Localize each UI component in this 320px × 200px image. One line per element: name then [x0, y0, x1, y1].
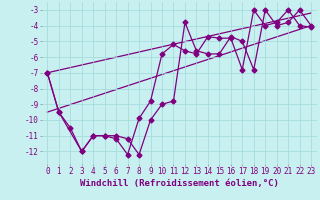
X-axis label: Windchill (Refroidissement éolien,°C): Windchill (Refroidissement éolien,°C) [80, 179, 279, 188]
